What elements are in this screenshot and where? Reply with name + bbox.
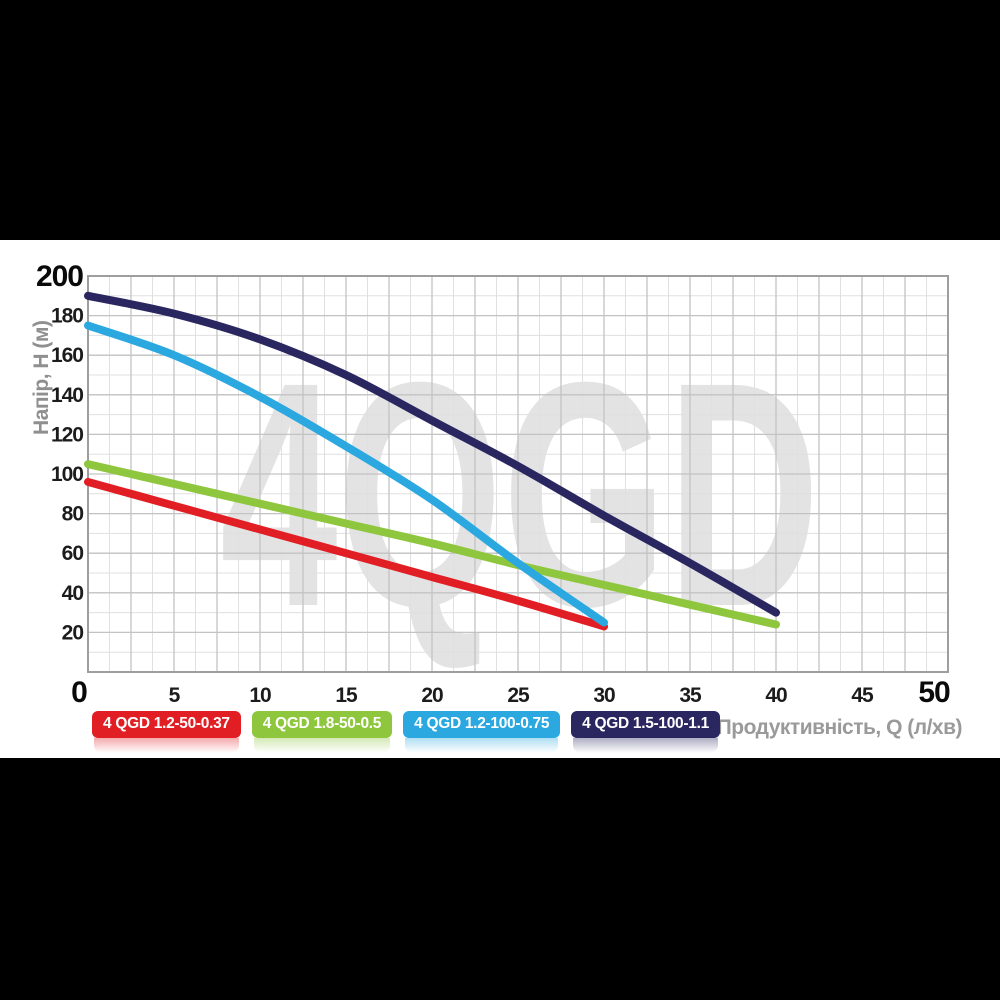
legend-badge-4qgd-1.2-50-0.37[interactable]: 4 QGD 1.2-50-0.37 [92,711,241,753]
series-line-2 [84,321,608,627]
y-tick-label: 180 [51,305,83,328]
series-lines [84,291,780,631]
series-line-1 [84,460,780,629]
legend-badge-4qgd-1.5-100-1.1[interactable]: 4 QGD 1.5-100-1.1 [571,711,720,753]
series-line-0 [84,477,608,631]
chart-panel: 4QGD 0 5 10 15 20 25 30 35 40 45 50 20 40 60 80 100 120 14… [0,240,1000,758]
x-tick-label: 40 [765,684,787,707]
y-tick-label: 200 [36,260,83,293]
x-tick-label: 45 [851,684,874,707]
y-tick-label: 160 [51,344,83,367]
grid [87,275,949,673]
legend-badge-4qgd-1.8-50-0.5[interactable]: 4 QGD 1.8-50-0.5 [251,711,393,753]
y-axis-title: Напір, H (м) [30,320,53,435]
y-tick-label: 60 [62,542,84,565]
legend: 4 QGD 1.2-50-0.37 4 QGD 1.8-50-0.5 4 QGD… [92,711,720,753]
x-tick-label: 20 [421,684,443,707]
x-tick-label: 0 [71,676,87,709]
x-tick-label: 35 [679,684,702,707]
y-tick-label: 100 [51,463,83,486]
y-tick-label: 20 [62,621,84,644]
x-axis-title: Продуктивність, Q (л/хв) [716,716,963,739]
y-tick-label: 40 [62,582,84,605]
x-tick-labels: 0 5 10 15 20 25 30 35 40 45 50 [71,676,951,709]
x-tick-label: 30 [593,684,615,707]
x-tick-label: 50 [918,676,950,709]
plot-frame [87,275,949,673]
legend-badge-4qgd-1.2-100-0.75[interactable]: 4 QGD 1.2-100-0.75 [403,711,561,753]
y-tick-label: 140 [51,384,83,407]
x-tick-label: 25 [507,684,530,707]
x-tick-label: 10 [249,684,271,707]
x-tick-label: 5 [169,684,181,707]
y-tick-labels: 20 40 60 80 100 120 140 160 180 200 [36,260,84,644]
series-line-3 [84,291,780,617]
y-tick-label: 120 [51,423,83,446]
y-tick-label: 80 [62,503,84,526]
x-tick-label: 15 [335,684,358,707]
